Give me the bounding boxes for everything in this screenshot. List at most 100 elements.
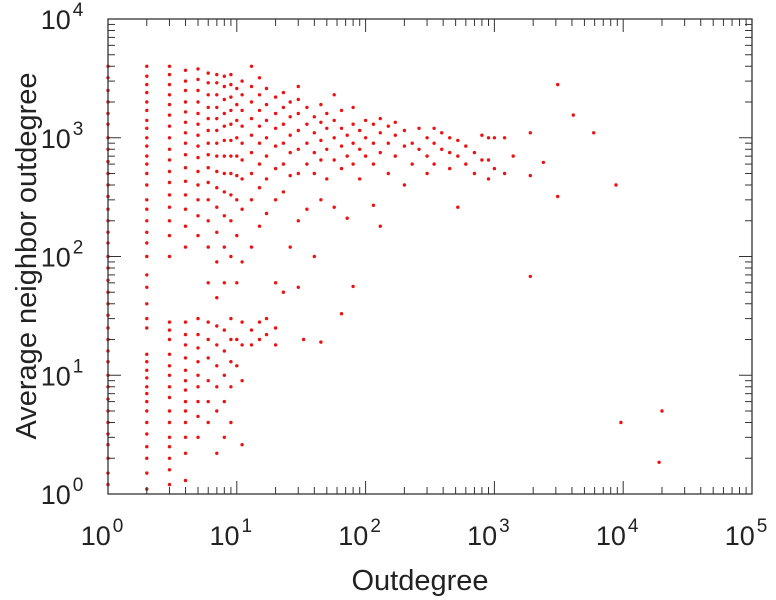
data-point	[281, 105, 286, 110]
data-point	[196, 414, 200, 419]
x-tick-label: 10 0	[81, 516, 124, 551]
data-point	[312, 131, 316, 135]
y-tick-label: 10 2	[41, 238, 84, 273]
data-point	[660, 409, 664, 413]
data-point	[345, 133, 349, 137]
data-point	[351, 284, 355, 289]
data-point	[222, 111, 226, 116]
data-point	[541, 160, 546, 165]
data-point	[145, 326, 149, 330]
data-point	[511, 154, 515, 158]
data-point	[351, 162, 355, 166]
data-point	[229, 138, 233, 143]
data-point	[319, 198, 323, 202]
data-point	[325, 126, 329, 130]
data-point	[196, 100, 200, 104]
data-point	[215, 205, 219, 209]
data-point	[556, 194, 560, 199]
data-point	[486, 136, 491, 140]
data-point	[425, 136, 429, 140]
data-point	[288, 173, 292, 178]
data-point	[319, 120, 323, 125]
data-point	[196, 399, 200, 404]
data-point	[183, 207, 188, 211]
data-point	[145, 230, 149, 234]
data-point	[167, 233, 172, 238]
data-point	[145, 126, 149, 130]
data-point	[249, 245, 254, 249]
y-axis-title: Average neighbor outdegree	[11, 72, 43, 439]
data-point	[339, 144, 344, 148]
data-point	[196, 385, 200, 389]
data-point	[325, 111, 329, 116]
data-point	[249, 343, 254, 347]
data-point	[167, 72, 172, 77]
data-point	[386, 171, 390, 176]
data-point	[273, 111, 278, 116]
data-point	[183, 379, 188, 383]
data-point	[183, 120, 188, 125]
data-point	[145, 82, 149, 87]
data-point	[281, 290, 286, 294]
data-point	[222, 97, 226, 102]
data-point	[145, 118, 149, 123]
data-point	[257, 186, 262, 190]
data-point	[378, 150, 382, 155]
data-point	[425, 154, 429, 158]
data-point	[167, 320, 172, 324]
data-point	[240, 124, 244, 128]
data-point	[145, 162, 149, 166]
data-point	[215, 128, 219, 133]
data-point	[273, 343, 278, 347]
data-point	[183, 388, 188, 392]
data-point	[296, 84, 300, 89]
data-point	[281, 122, 286, 126]
data-point	[249, 64, 254, 69]
data-point	[386, 141, 390, 145]
data-point	[167, 180, 172, 185]
data-point	[363, 136, 368, 140]
data-point	[215, 409, 219, 413]
data-point	[402, 183, 407, 187]
data-point	[288, 150, 292, 155]
data-point	[145, 241, 149, 245]
data-point	[528, 173, 532, 178]
data-point	[345, 216, 349, 220]
data-point	[273, 326, 278, 330]
data-point	[235, 198, 239, 202]
data-point	[229, 385, 233, 389]
data-point	[240, 108, 244, 113]
data-point	[319, 102, 323, 107]
data-point	[402, 144, 407, 148]
data-point	[145, 136, 149, 140]
data-point	[183, 88, 188, 93]
data-point	[206, 281, 210, 285]
data-point	[145, 368, 149, 372]
y-tick-label: 10 3	[41, 119, 84, 154]
data-point	[229, 122, 233, 126]
data-point	[229, 108, 233, 113]
data-point	[393, 133, 397, 137]
data-point	[222, 349, 226, 353]
x-tick-label: 10 2	[338, 516, 381, 551]
data-point	[215, 230, 219, 234]
data-point	[206, 180, 210, 185]
data-point	[145, 376, 149, 380]
data-point	[145, 183, 149, 187]
data-point	[215, 169, 219, 174]
data-point	[206, 245, 210, 249]
data-point	[249, 150, 254, 155]
data-point	[281, 190, 286, 194]
data-point	[486, 158, 491, 162]
data-point	[167, 113, 172, 117]
data-point	[206, 420, 210, 425]
data-point	[183, 193, 188, 197]
data-point	[206, 399, 210, 404]
data-point	[448, 136, 452, 140]
data-point	[183, 79, 188, 83]
data-point	[196, 111, 200, 116]
data-point	[183, 68, 188, 73]
data-point	[222, 138, 226, 143]
data-point	[145, 445, 149, 449]
